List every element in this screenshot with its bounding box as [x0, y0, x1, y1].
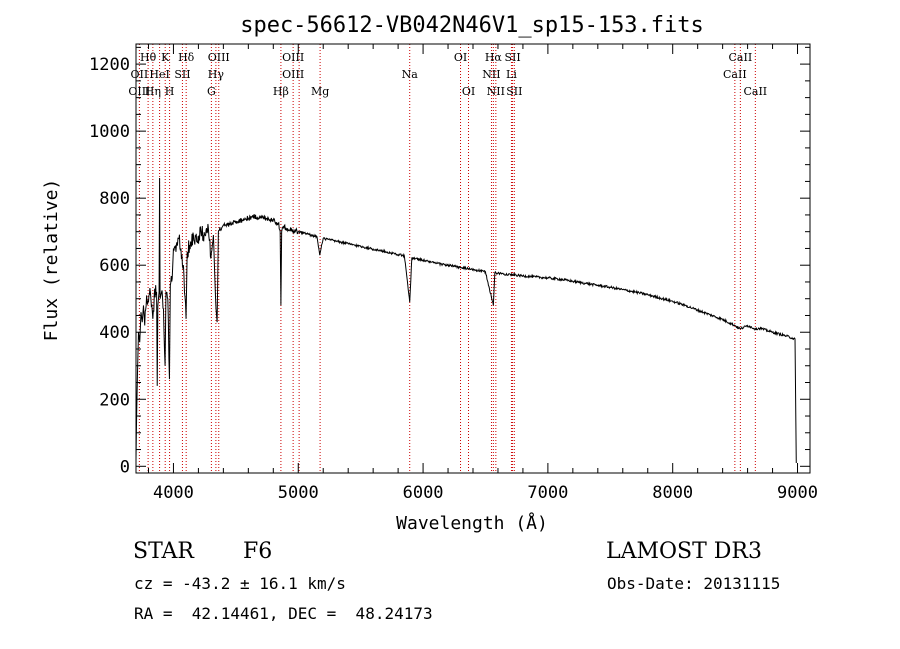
line-label: OIII: [282, 68, 304, 81]
y-tick-label: 600: [99, 256, 130, 276]
line-label: G: [207, 85, 216, 98]
line-label: H: [165, 85, 175, 98]
line-label: CaII: [743, 85, 767, 98]
obs-date: Obs-Date: 20131115: [607, 574, 781, 593]
x-tick-label: 7000: [527, 483, 568, 503]
line-label: Hθ: [140, 51, 157, 64]
y-tick-label: 0: [120, 457, 130, 477]
x-axis-label: Wavelength (Å): [396, 512, 548, 534]
y-tick-label: 1200: [89, 55, 130, 75]
line-label: CaII: [729, 51, 753, 64]
y-axis-label: Flux (relative): [41, 179, 62, 342]
line-label: Hγ: [208, 68, 225, 81]
y-tick-label: 400: [99, 323, 130, 343]
line-label: Hβ: [273, 85, 289, 98]
line-label: Hη: [145, 85, 161, 98]
survey-name: LAMOST DR3: [606, 539, 762, 564]
y-tick-label: 200: [99, 390, 130, 410]
y-tick-label: 800: [99, 189, 130, 209]
line-label: Hδ: [178, 51, 195, 64]
axis-ticks: [136, 44, 810, 473]
line-label: Na: [402, 68, 419, 81]
reference-lines: [138, 44, 756, 473]
line-label: NII: [482, 68, 500, 81]
line-label: OII: [131, 68, 149, 81]
line-label: SII: [174, 68, 190, 81]
line-label: OI: [454, 51, 467, 64]
line-label: SII: [504, 51, 520, 64]
line-label: CaII: [723, 68, 747, 81]
plot-frame: [135, 43, 811, 474]
x-tick-label: 4000: [153, 483, 194, 503]
x-tick-label: 6000: [403, 483, 444, 503]
line-label: OI: [462, 85, 475, 98]
line-label: Hα: [485, 51, 503, 64]
redshift-cz: cz = -43.2 ± 16.1 km/s: [134, 574, 346, 593]
coordinates: RA = 42.14461, DEC = 48.24173: [134, 604, 433, 623]
tick-labels: 4000 5000 6000 7000 8000 9000 0 200 400 600 800 100…: [89, 55, 818, 503]
line-label: OIII: [208, 51, 230, 64]
x-tick-label: 5000: [278, 483, 319, 503]
y-tick-label: 1000: [89, 122, 130, 142]
line-label: OIII: [282, 51, 304, 64]
line-label: K: [161, 51, 170, 64]
object-subclass: F6: [243, 539, 273, 564]
line-label: Mg: [311, 85, 329, 98]
x-tick-label: 9000: [777, 483, 818, 503]
line-label: NII: [487, 85, 505, 98]
line-label: OIII: [128, 85, 150, 98]
object-class: STAR: [133, 539, 194, 564]
line-label: HeI: [149, 68, 169, 81]
x-tick-label: 8000: [652, 483, 693, 503]
line-label: Li: [506, 68, 517, 81]
spectrum-line: [135, 178, 797, 463]
line-label: SII: [506, 85, 522, 98]
chart-title: spec-56612-VB042N46V1_sp15-153.fits: [240, 13, 704, 38]
